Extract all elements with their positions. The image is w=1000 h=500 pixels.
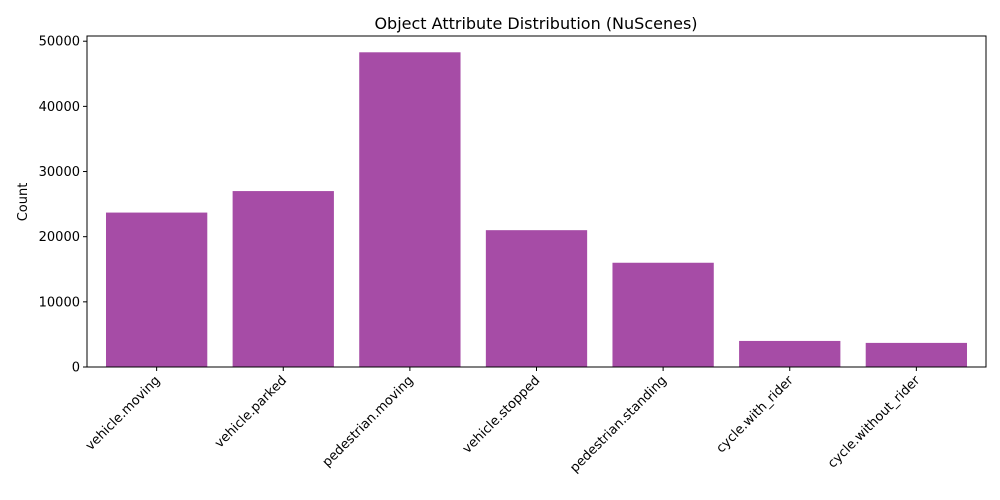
x-tick-label: pedestrian.standing	[567, 373, 670, 476]
x-ticks: vehicle.moving vehicle.parked pedestrian.m…	[83, 367, 924, 476]
y-tick-label: 50000	[39, 35, 80, 50]
bar-vehicle-parked	[232, 191, 334, 367]
bar-vehicle-moving	[105, 212, 208, 367]
bar-cycle-without-rider	[865, 342, 968, 367]
x-tick-label: cycle.with_rider	[714, 373, 797, 456]
x-tick-label: vehicle.stopped	[460, 373, 543, 456]
y-tick-label: 40000	[39, 100, 80, 115]
y-tick-label: 10000	[39, 295, 80, 310]
x-tick-label: vehicle.moving	[83, 373, 164, 454]
y-tick-label: 30000	[39, 165, 80, 180]
x-tick-label: cycle.without_rider	[825, 373, 924, 472]
y-tick-label: 0	[72, 361, 80, 376]
bar-pedestrian-standing	[612, 262, 714, 367]
x-tick-label: vehicle.parked	[212, 373, 290, 451]
bar-cycle-with-rider	[739, 340, 841, 367]
bars-layer	[105, 52, 968, 368]
x-tick-label: pedestrian.moving	[320, 373, 417, 470]
y-ticks: 0 10000 20000 30000 40000 50000	[39, 35, 87, 376]
bar-vehicle-stopped	[485, 230, 588, 367]
bar-pedestrian-moving	[359, 52, 461, 368]
y-tick-label: 20000	[39, 230, 80, 245]
chart-title: Object Attribute Distribution (NuScenes)	[374, 14, 697, 33]
y-axis-label: Count	[16, 183, 31, 222]
